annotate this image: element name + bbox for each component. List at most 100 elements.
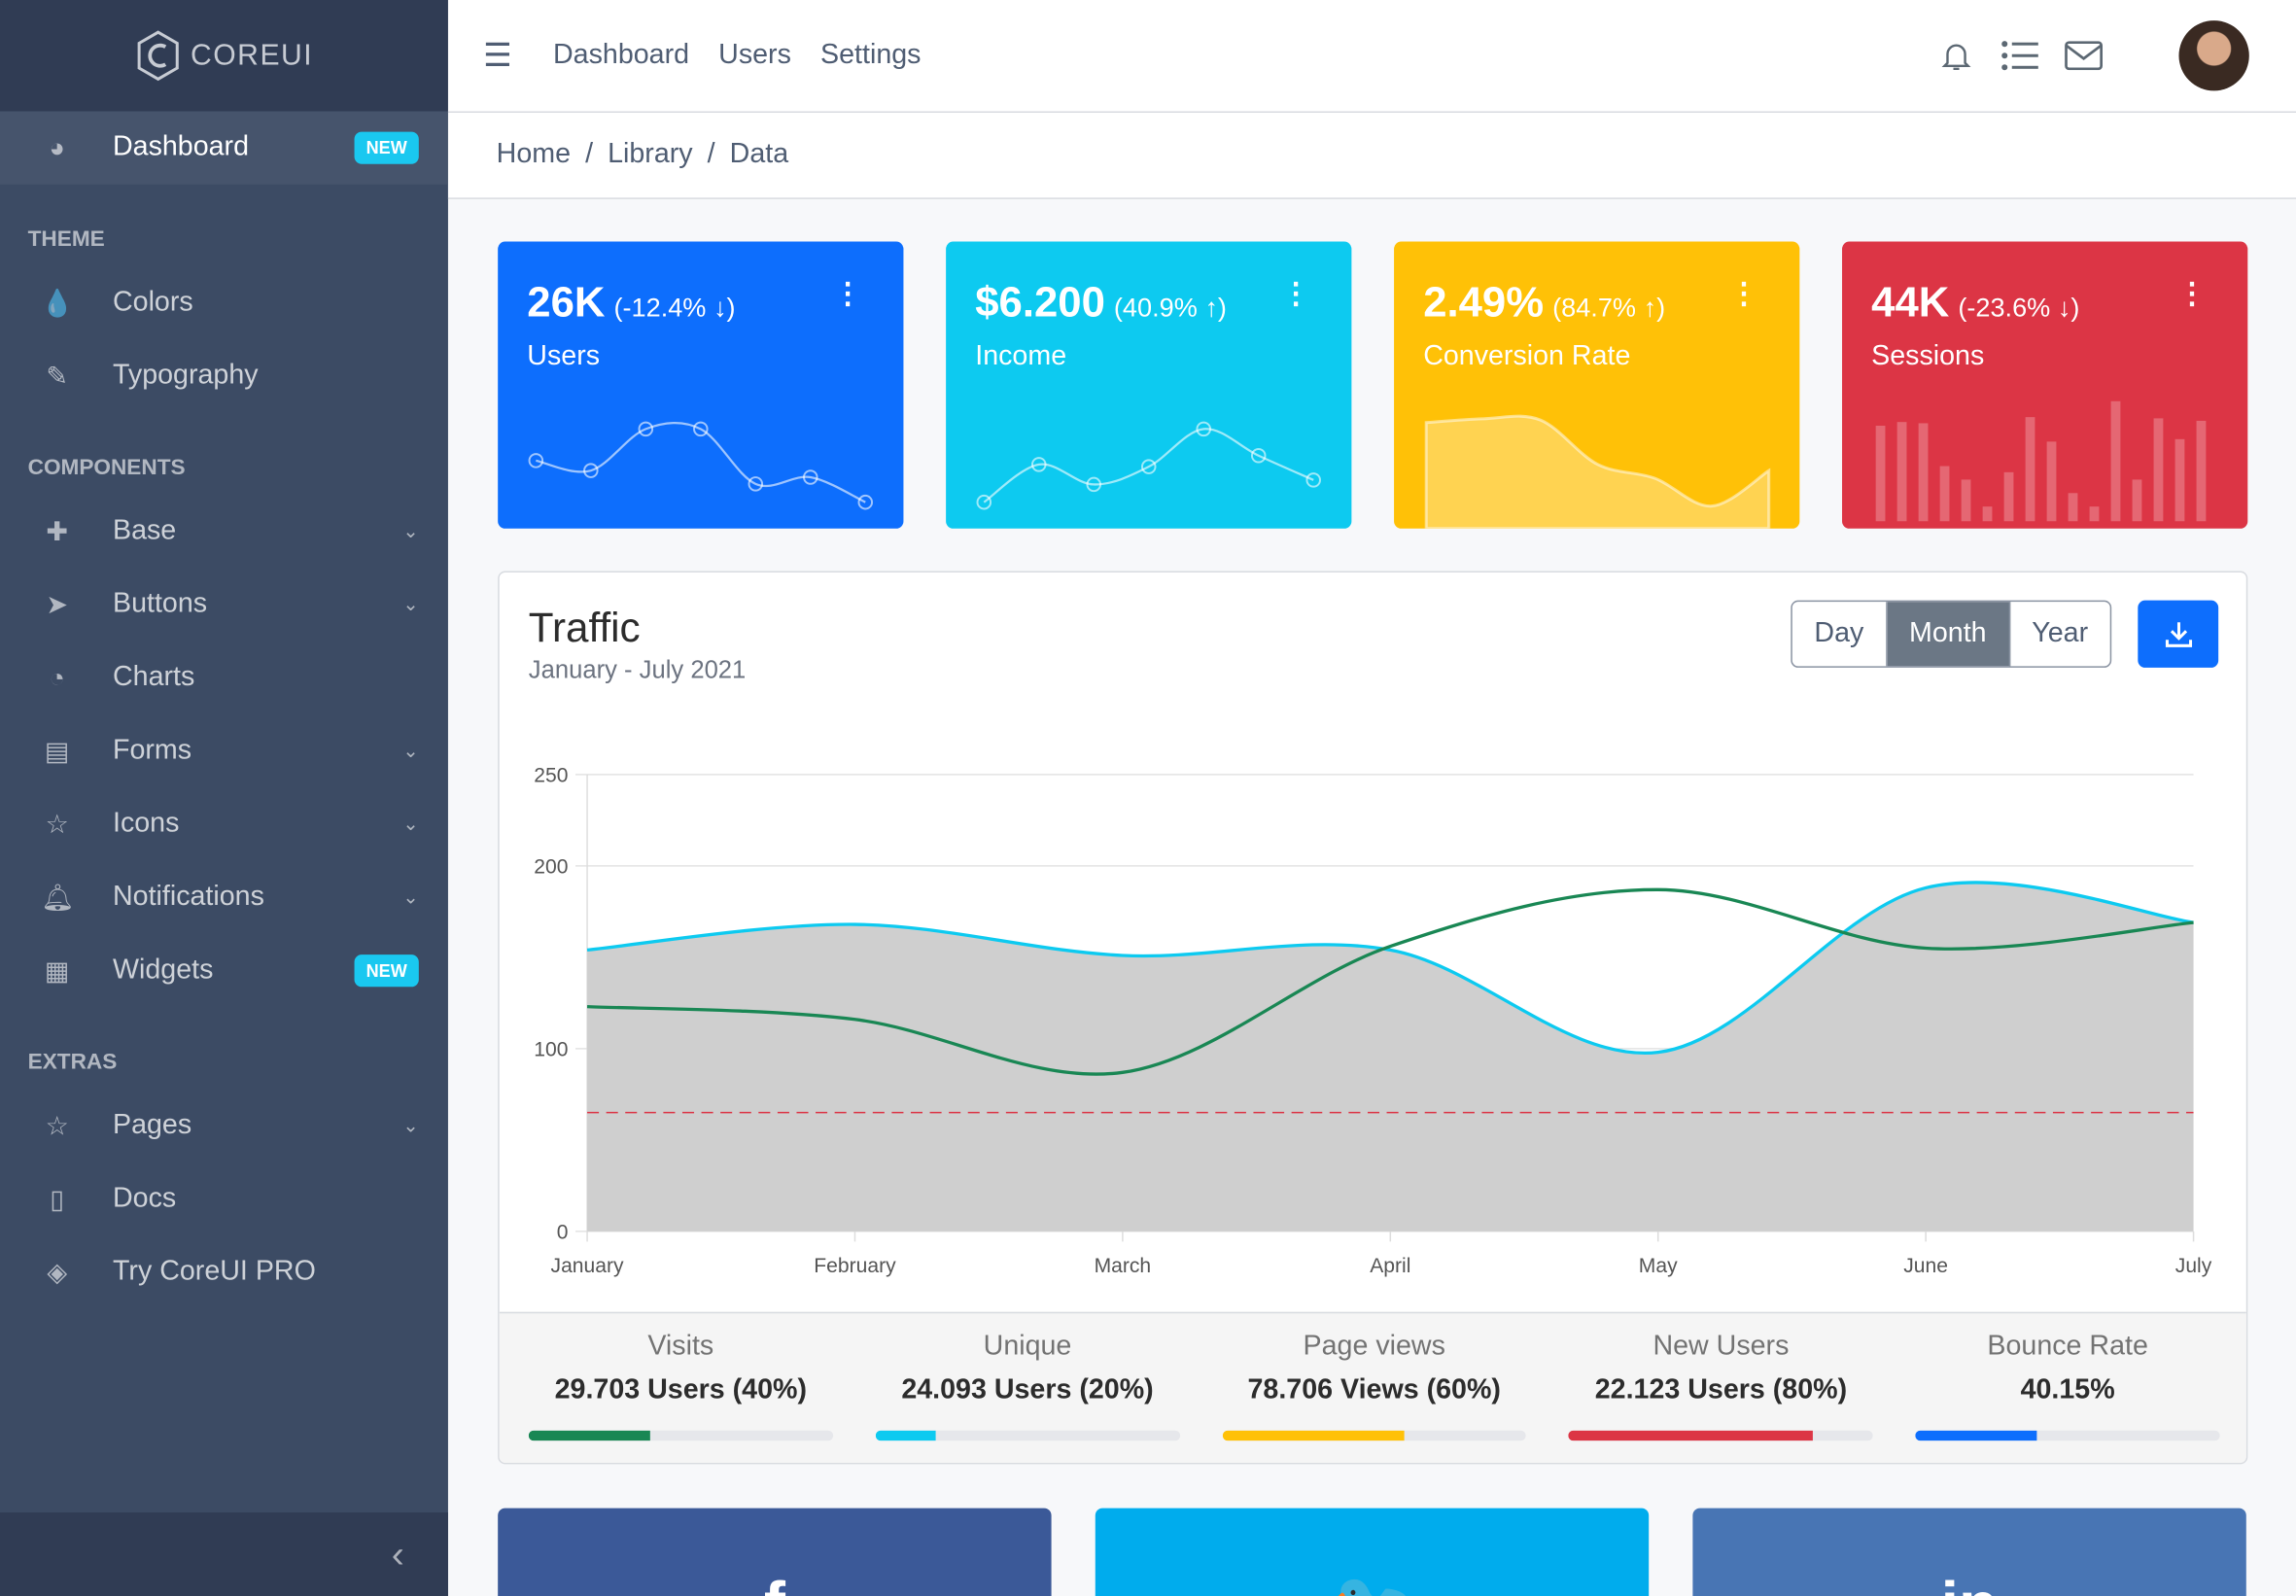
header-nav-dashboard[interactable]: Dashboard [553,39,690,71]
user-avatar[interactable] [2178,20,2249,91]
coreui-logo-icon [137,30,179,82]
sparkline-bar [1918,423,1929,522]
x-tick-label: April [1370,1255,1410,1277]
stat-value: 24.093 Users (20%) [901,1374,1154,1406]
x-tick-label: February [814,1255,896,1277]
sparkline-bar [2110,400,2121,522]
more-options-icon[interactable]: ⋮ [1281,278,1311,311]
hamburger-menu-icon[interactable]: ☰ [483,36,512,74]
y-tick-label: 200 [534,855,568,878]
widget-label: Sessions [1871,340,1985,372]
sparkline-point [693,421,709,437]
y-tick-label: 250 [534,764,568,786]
sidebar-item-label: Notifications [112,881,264,913]
x-tick-label: May [1639,1255,1678,1277]
stat-progress-fill [1568,1430,1813,1441]
star-icon: ☆ [45,809,69,839]
breadcrumb-library[interactable]: Library [608,139,693,170]
sparkline-bar [2089,506,2100,522]
stat-progress-fill [875,1430,937,1441]
sidebar-item-icons[interactable]: ☆ Icons ⌄ [0,787,448,860]
sparkline-point [1140,459,1157,474]
x-tick-label: July [2175,1255,2212,1277]
download-button[interactable] [2138,600,2219,668]
stat-value: 78.706 Views (60%) [1247,1374,1501,1406]
stat-label: New Users [1652,1331,1790,1362]
sparkline-point [1250,448,1267,464]
sidebar-item-label: Icons [112,808,180,840]
chevron-down-icon: ⌄ [402,739,419,762]
more-options-icon[interactable]: ⋮ [2176,278,2208,311]
sidebar-minimizer[interactable]: ‹ [0,1512,448,1596]
sparkline-bar [2025,417,2035,522]
y-tick-label: 100 [534,1038,568,1060]
header-nav-users[interactable]: Users [718,39,791,71]
breadcrumb-separator: / [707,139,715,170]
period-day-button[interactable]: Day [1792,602,1888,667]
sidebar-item-docs[interactable]: ▯ Docs [0,1162,448,1235]
series-area [587,882,2194,1232]
stat-value: 40.15% [2020,1374,2115,1406]
sparkline-point [528,453,544,468]
sparkline-point [1305,472,1321,488]
more-options-icon[interactable]: ⋮ [1729,278,1759,311]
envelope-icon[interactable] [2065,41,2104,71]
bell-icon: 🔔︎ [41,882,75,912]
breadcrumb-home[interactable]: Home [496,139,572,170]
sidebar-item-label: Widgets [112,954,214,986]
linkedin-icon: in [1941,1570,1999,1596]
sparkline-line [983,428,1314,503]
header-nav-settings[interactable]: Settings [820,39,922,71]
bell-icon[interactable] [1938,38,1973,73]
sidebar-item-notifications[interactable]: 🔔︎ Notifications ⌄ [0,861,448,934]
sidebar-item-try-coreui-pro[interactable]: ◈ Try CoreUI PRO [0,1235,448,1308]
chevron-left-icon: ‹ [391,1531,404,1576]
widget-conversion-rate: 2.49% (84.7% ↑) Conversion Rate ⋮ [1394,241,1800,529]
sparkline-line [536,422,866,503]
sidebar-item-forms[interactable]: ▤ Forms ⌄ [0,714,448,787]
sparkline-point [1031,457,1047,472]
stat-progress [1915,1430,2220,1441]
y-tick-label: 0 [557,1221,569,1243]
widget-value: 26K (-12.4% ↓) [527,280,735,329]
sparkline-area [1424,414,1771,529]
traffic-title: Traffic [528,605,641,650]
sidebar-item-dashboard[interactable]: ◕ Dashboard NEW [0,111,448,185]
widget-change: (-12.4% ↓) [613,293,736,323]
brand-name: COREUI [190,38,314,72]
widget-sparkline [1424,414,1771,529]
sidebar-item-base[interactable]: ✚ Base ⌄ [0,495,448,568]
stat-unique: Unique 24.093 Users (20%) [875,1313,1180,1463]
series-line-1 [586,887,2194,1076]
more-options-icon[interactable]: ⋮ [833,278,863,311]
stat-page-views: Page views 78.706 Views (60%) [1222,1313,1527,1463]
brand-logo[interactable]: COREUI [0,0,448,112]
twitter-icon: 🐦 [1332,1567,1412,1596]
sidebar-item-buttons[interactable]: ➤ Buttons ⌄ [0,568,448,641]
widget-change: (84.7% ↑) [1552,293,1666,323]
sidebar-item-typography[interactable]: ✎ Typography [0,339,448,412]
list-icon[interactable] [2000,40,2038,72]
sidebar: COREUI ◕ Dashboard NEW THEME 💧 Colors ✎ Typogra… [0,0,448,1596]
sidebar-item-charts[interactable]: ◔ Charts [0,642,448,714]
widget-income: $6.200 (40.9% ↑) Income ⋮ [946,241,1352,529]
sparkline-point [583,463,599,478]
stat-progress-fill [528,1430,650,1441]
sidebar-item-label: Colors [112,287,193,318]
chevron-down-icon: ⌄ [402,1114,419,1136]
widget-label: Income [975,340,1067,372]
stat-visits: Visits 29.703 Users (40%) [528,1313,833,1463]
calculator-icon: ▦ [44,954,70,986]
star-icon: ☆ [45,1110,69,1140]
widget-value: 2.49% (84.7% ↑) [1423,280,1665,329]
period-year-button[interactable]: Year [2032,617,2089,649]
sidebar-item-pages[interactable]: ☆ Pages ⌄ [0,1090,448,1162]
sparkline-point [1196,421,1212,437]
period-month-button[interactable]: Month [1887,602,2010,667]
sidebar-item-label: Dashboard [112,131,250,163]
chevron-down-icon: ⌄ [402,885,419,908]
drop-icon: 💧 [41,288,74,318]
sidebar-item-colors[interactable]: 💧 Colors [0,266,448,339]
sparkline-bar [2003,471,2014,522]
sidebar-item-widgets[interactable]: ▦ Widgets NEW [0,934,448,1007]
